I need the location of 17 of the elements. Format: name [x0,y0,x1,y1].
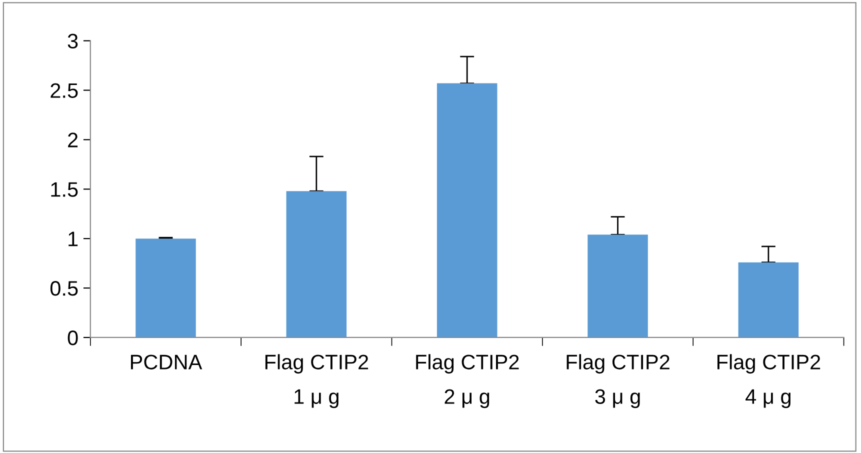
y-tick-label: 0.5 [50,281,78,296]
y-tick-label: 3 [68,34,78,49]
x-tick-label: PCDNA [130,354,202,370]
x-tick-label: Flag CTIP2 3 μ g [566,354,670,408]
bar [588,234,648,338]
x-tick-label: Flag CTIP2 4 μ g [717,354,820,408]
y-tick-label: 1.5 [51,182,78,197]
bar [136,238,196,338]
y-tick-label: 1 [68,232,78,246]
y-tick-label: 2 [68,132,78,148]
bar [738,262,799,338]
y-tick-label: 0 [68,330,78,346]
bar [286,191,347,338]
x-tick-label: Flag CTIP2 1 μ g [265,354,368,408]
y-tick-label: 2.5 [50,83,78,98]
x-tick-label: Flag CTIP2 2 μ g [416,354,519,408]
bar [436,83,498,338]
